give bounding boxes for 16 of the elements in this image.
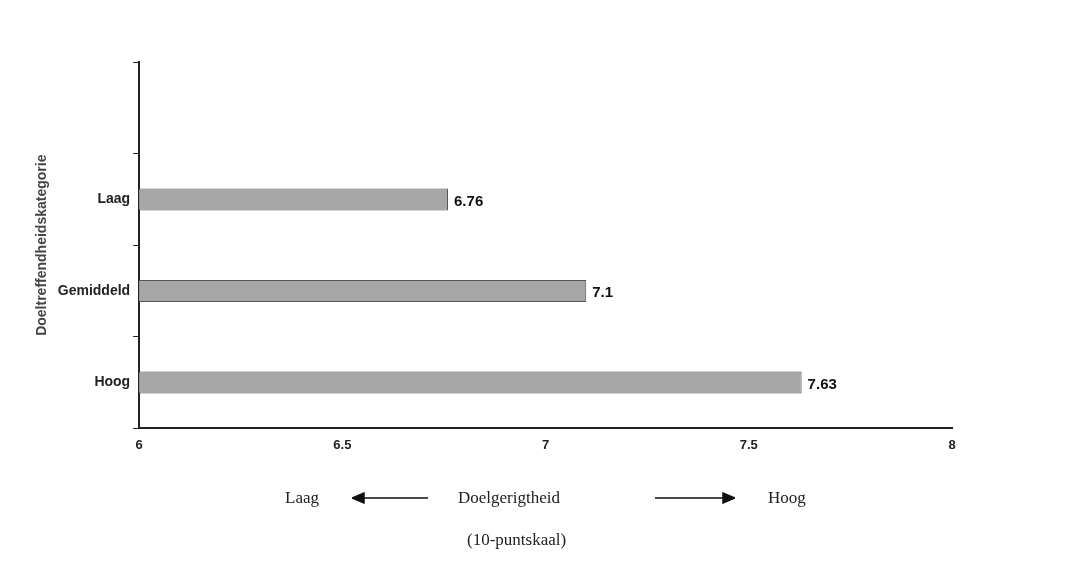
data-label: 7.1 (592, 283, 614, 301)
x-tick-label: 7 (541, 436, 550, 452)
y-tick-label: Laag (97, 190, 131, 207)
text: (10-puntskaal) (467, 530, 567, 550)
y-tick-label: Hoog (94, 373, 131, 390)
data-label: 7.63 (807, 374, 837, 392)
x-tick-label: 8 (948, 436, 956, 452)
data-label: 6.76 (454, 191, 484, 209)
x-tick-label: 6.5 (333, 436, 352, 452)
x-tick-label: 7.5 (739, 436, 758, 452)
text: Hoog (768, 488, 806, 508)
text: Laag (285, 488, 319, 508)
x-tick-label: 6 (135, 436, 143, 452)
y-axis-title: Doeltreffendheidskategorie (33, 154, 50, 336)
x-axis-title: Doelgerigtheid (458, 488, 560, 508)
y-tick-label: Gemiddeld (57, 281, 131, 298)
